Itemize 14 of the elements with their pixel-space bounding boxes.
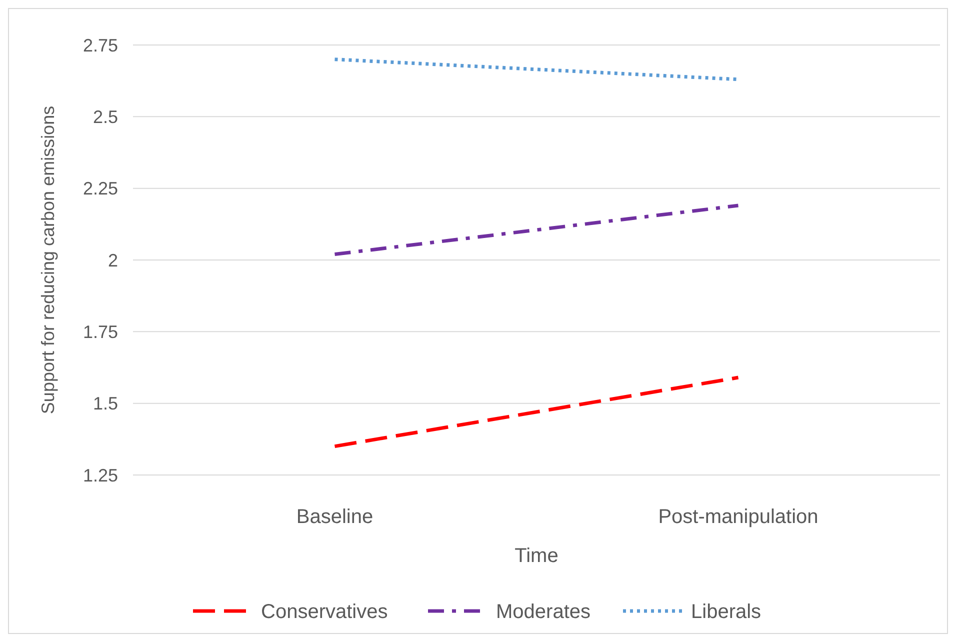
y-tick-label: 2.25: [82, 178, 118, 199]
y-tick-label: 2.75: [82, 35, 118, 56]
y-tick-label: 1.5: [92, 394, 118, 414]
x-tick-label: Baseline: [296, 506, 374, 528]
y-tick-label: 2.5: [92, 106, 118, 127]
legend-label: Moderates: [496, 601, 590, 623]
y-tick-label: 1.75: [82, 322, 118, 342]
y-axis-title: Support for reducing carbon emissions: [38, 106, 58, 414]
x-tick-label: Post-manipulation: [658, 506, 818, 528]
x-axis-title: Time: [514, 545, 558, 567]
y-tick-label: 1.25: [82, 465, 118, 486]
legend-label: Liberals: [691, 601, 762, 623]
y-tick-label: 2: [108, 250, 118, 270]
legend-label: Conservatives: [261, 601, 388, 623]
